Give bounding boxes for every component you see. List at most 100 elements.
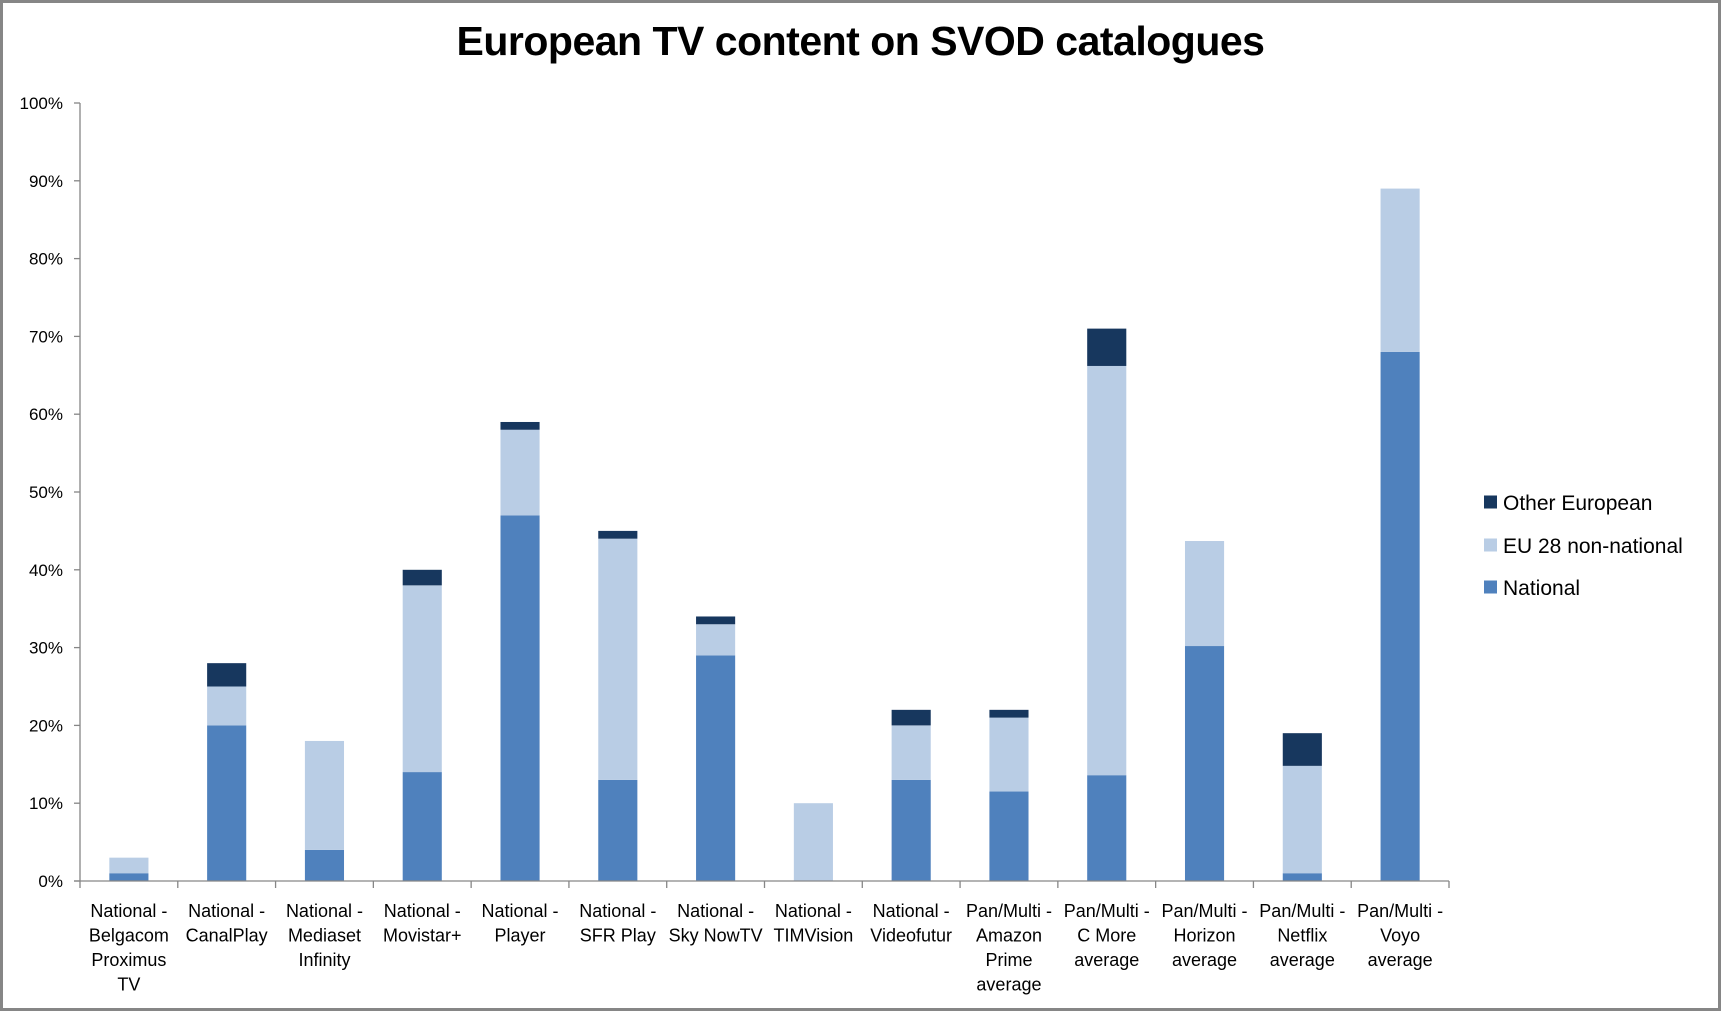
x-category-label-line: average bbox=[1074, 950, 1139, 970]
x-category-label-line: Sky NowTV bbox=[669, 926, 763, 946]
bar-segment-eu-28-non-national bbox=[1184, 541, 1225, 647]
x-category-label-line: TIMVision bbox=[774, 926, 854, 946]
x-category-label: Pan/Multi - Amazon Prime average bbox=[966, 901, 1052, 995]
y-tick-label: 40% bbox=[29, 561, 63, 580]
x-category-label-line: Infinity bbox=[298, 950, 350, 970]
legend-swatch bbox=[1484, 580, 1497, 594]
x-category-label: National - CanalPlay bbox=[186, 901, 268, 946]
x-axis: National - Belgacom Proximus TV National - Ca… bbox=[74, 880, 1450, 995]
bar-segment-national bbox=[402, 772, 442, 881]
x-category-label: National - SFR Play bbox=[579, 901, 656, 946]
bar-segment-eu-28-non-national bbox=[598, 538, 638, 780]
x-category-label-line: Player bbox=[495, 926, 546, 946]
bar-segment-national bbox=[109, 873, 149, 881]
bar-segment-other-european bbox=[598, 530, 638, 539]
bar-segment-eu-28-non-national bbox=[1380, 188, 1420, 352]
x-category-label-line: National - bbox=[384, 901, 461, 921]
bars bbox=[109, 188, 1420, 882]
x-category-label-line: average bbox=[976, 975, 1041, 995]
x-category-label-line: National - bbox=[677, 901, 754, 921]
x-category-label: Pan/Multi - Voyo average bbox=[1357, 901, 1443, 970]
bar-segment-national bbox=[1380, 351, 1420, 882]
bar-segment-national bbox=[696, 655, 736, 881]
bar-segment-other-european bbox=[891, 709, 931, 726]
bar-segment-eu-28-non-national bbox=[1282, 765, 1322, 874]
legend-swatch bbox=[1484, 495, 1497, 509]
x-category-label-line: National - bbox=[775, 901, 852, 921]
bar-segment-national bbox=[989, 791, 1029, 881]
bar-segment-eu-28-non-national bbox=[793, 803, 833, 881]
bar-segment-eu-28-non-national bbox=[402, 585, 442, 773]
bar-segment-national bbox=[1087, 775, 1127, 881]
x-category-label-line: Pan/Multi - bbox=[966, 901, 1052, 921]
x-category-label: Pan/Multi - C More average bbox=[1064, 901, 1150, 970]
y-axis: 0% 10% 20% 30% 40% 50% 60% 70% 80% 90% 100% bbox=[20, 94, 81, 891]
x-category-label-line: average bbox=[1368, 950, 1433, 970]
x-category-label-line: Pan/Multi - bbox=[1064, 901, 1150, 921]
x-category-label: National - Movistar+ bbox=[383, 901, 462, 946]
bar-segment-national bbox=[1282, 873, 1322, 881]
bar-segment-national bbox=[891, 779, 931, 881]
bar-segment-national bbox=[500, 515, 540, 881]
x-category-label-line: Videofutur bbox=[870, 926, 952, 946]
x-category-label: National - Mediaset Infinity bbox=[286, 901, 363, 970]
x-category-label-line: CanalPlay bbox=[186, 926, 268, 946]
x-category-label-line: National - bbox=[873, 901, 950, 921]
legend: Other European EU 28 non-national National bbox=[1484, 492, 1683, 600]
x-category-label-line: SFR Play bbox=[580, 926, 656, 946]
y-tick-label: 80% bbox=[29, 250, 63, 269]
y-tick-label: 90% bbox=[29, 172, 63, 191]
bar-segment-eu-28-non-national bbox=[891, 725, 931, 780]
bar-segment-eu-28-non-national bbox=[500, 429, 540, 516]
x-category-label-line: Belgacom bbox=[89, 926, 169, 946]
x-category-label: National - Player bbox=[482, 901, 559, 946]
x-category-label-line: average bbox=[1172, 950, 1237, 970]
x-category-label-line: National - bbox=[286, 901, 363, 921]
x-category-label-line: average bbox=[1270, 950, 1335, 970]
legend-label: National bbox=[1503, 577, 1580, 600]
x-category-label: National - Videofutur bbox=[870, 901, 952, 946]
chart-title: European TV content on SVOD catalogues bbox=[456, 18, 1265, 64]
bar-segment-other-european bbox=[989, 709, 1029, 718]
bar-segment-other-european bbox=[207, 663, 247, 687]
x-category-label-line: National - bbox=[579, 901, 656, 921]
bar-segment-national bbox=[1184, 646, 1225, 881]
x-category-label-line: Movistar+ bbox=[383, 926, 462, 946]
y-tick-label: 10% bbox=[29, 794, 63, 813]
bar-segment-eu-28-non-national bbox=[696, 624, 736, 656]
x-category-label: National - Belgacom Proximus TV bbox=[89, 901, 169, 995]
x-category-label-line: National - bbox=[188, 901, 265, 921]
x-category-label-line: Prime bbox=[985, 950, 1032, 970]
y-tick-label: 20% bbox=[29, 716, 63, 735]
y-tick-label: 0% bbox=[38, 872, 63, 891]
legend-swatch bbox=[1484, 538, 1497, 552]
x-category-label: National - TIMVision bbox=[774, 901, 854, 946]
x-category-label-line: Pan/Multi - bbox=[1357, 901, 1443, 921]
legend-label: Other European bbox=[1503, 492, 1652, 515]
bar-segment-national bbox=[304, 849, 345, 881]
bar-segment-eu-28-non-national bbox=[1087, 365, 1127, 776]
y-tick-label: 100% bbox=[20, 94, 63, 113]
x-category-label-line: Amazon bbox=[976, 926, 1042, 946]
x-category-label-line: Pan/Multi - bbox=[1162, 901, 1248, 921]
x-category-label: Pan/Multi - Horizon average bbox=[1162, 901, 1248, 970]
bar-segment-other-european bbox=[1087, 328, 1127, 366]
x-category-label-line: C More bbox=[1077, 926, 1136, 946]
bar-segment-national bbox=[598, 779, 638, 881]
x-category-label-line: Netflix bbox=[1277, 926, 1327, 946]
x-category-label-line: National - bbox=[482, 901, 559, 921]
y-tick-label: 70% bbox=[29, 327, 63, 346]
y-tick-label: 50% bbox=[29, 483, 63, 502]
y-tick-label: 30% bbox=[29, 639, 63, 658]
bar-segment-other-european bbox=[402, 569, 442, 586]
bar-segment-national bbox=[207, 725, 247, 881]
bar-segment-other-european bbox=[1282, 733, 1322, 766]
bar-segment-eu-28-non-national bbox=[989, 717, 1029, 792]
legend-label: EU 28 non-national bbox=[1503, 535, 1683, 558]
x-category-label: Pan/Multi - Netflix average bbox=[1259, 901, 1345, 970]
x-category-label: National - Sky NowTV bbox=[669, 901, 763, 946]
x-category-label-line: National - bbox=[90, 901, 167, 921]
x-category-label-line: Proximus bbox=[91, 950, 166, 970]
